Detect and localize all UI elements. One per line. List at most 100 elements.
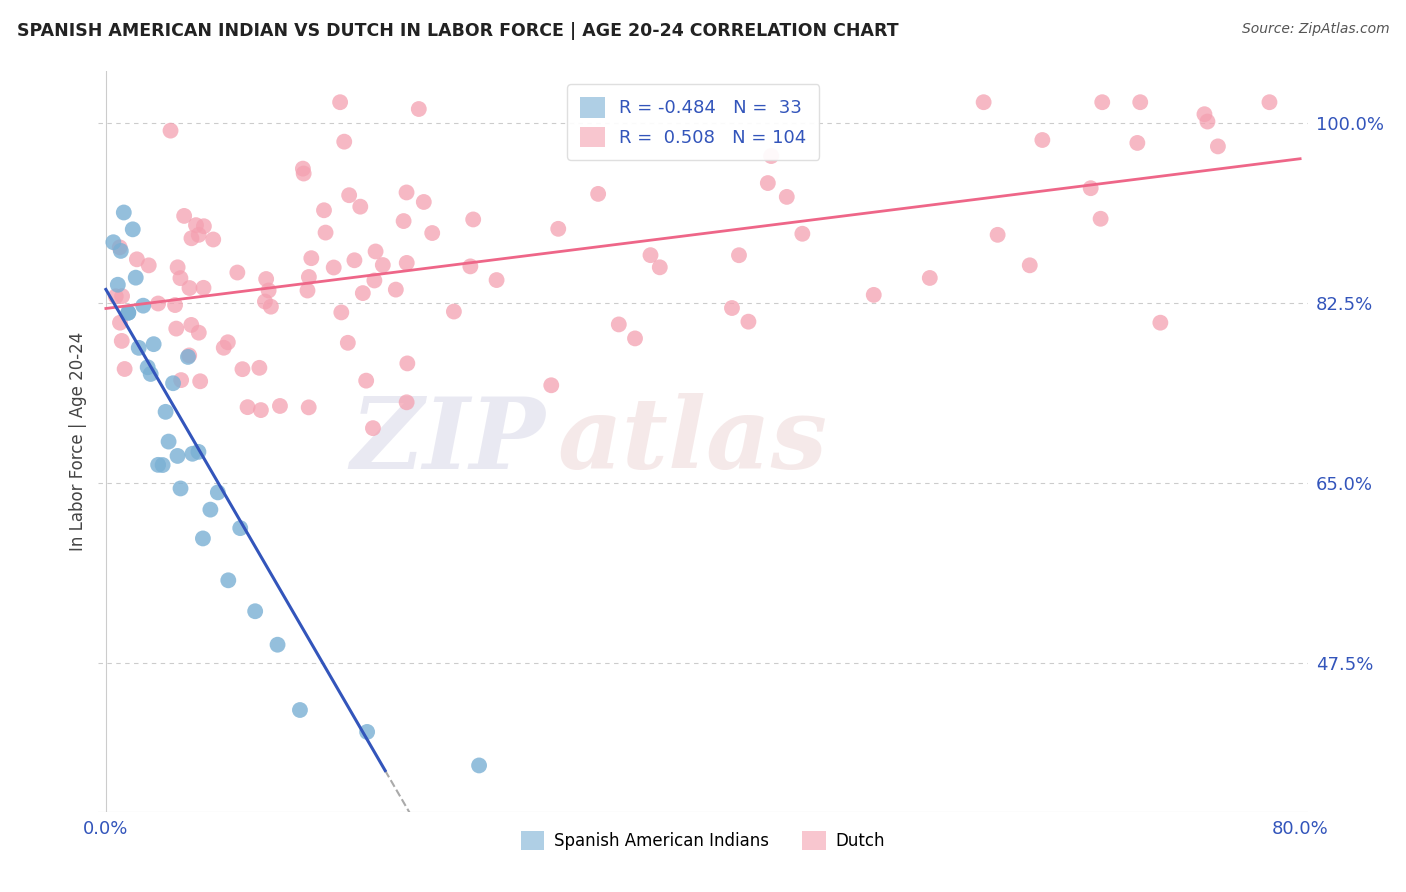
Point <box>330 305 353 319</box>
Point <box>200 502 222 516</box>
Point <box>364 244 387 259</box>
Point <box>226 266 249 280</box>
Point <box>125 270 148 285</box>
Point <box>792 227 814 241</box>
Point <box>292 167 315 181</box>
Point <box>1149 316 1171 330</box>
Point <box>257 284 280 298</box>
Point <box>420 226 443 240</box>
Y-axis label: In Labor Force | Age 20-24: In Labor Force | Age 20-24 <box>69 332 87 551</box>
Point <box>547 222 569 236</box>
Point <box>117 306 139 320</box>
Point <box>247 360 270 375</box>
Point <box>250 403 273 417</box>
Point <box>107 277 129 292</box>
Point <box>202 232 225 246</box>
Point <box>1129 95 1152 110</box>
Point <box>111 289 134 303</box>
Point <box>229 521 252 535</box>
Point <box>128 341 150 355</box>
Point <box>756 176 779 190</box>
Point <box>1194 107 1216 121</box>
Point <box>193 219 215 234</box>
Point <box>298 270 321 285</box>
Point <box>322 260 344 275</box>
Point <box>104 289 127 303</box>
Point <box>361 421 384 435</box>
Point <box>443 304 465 318</box>
Point <box>159 123 181 137</box>
Point <box>1031 133 1053 147</box>
Point <box>173 209 195 223</box>
Point <box>152 458 174 472</box>
Point <box>108 240 131 254</box>
Point <box>165 298 187 312</box>
Point <box>468 758 491 772</box>
Point <box>231 362 253 376</box>
Point <box>385 283 408 297</box>
Point <box>193 281 215 295</box>
Point <box>266 638 288 652</box>
Point <box>187 227 209 242</box>
Point <box>343 253 366 268</box>
Point <box>728 248 751 262</box>
Point <box>236 400 259 414</box>
Point <box>460 260 482 274</box>
Point <box>207 485 229 500</box>
Text: Source: ZipAtlas.com: Source: ZipAtlas.com <box>1241 22 1389 37</box>
Point <box>463 212 485 227</box>
Point <box>111 334 134 348</box>
Point <box>918 271 941 285</box>
Point <box>103 235 125 250</box>
Point <box>349 200 371 214</box>
Point <box>269 399 291 413</box>
Point <box>1091 95 1114 110</box>
Point <box>371 258 394 272</box>
Point <box>188 374 211 388</box>
Point <box>640 248 662 262</box>
Point <box>166 260 188 275</box>
Point <box>180 318 202 332</box>
Point <box>624 331 647 345</box>
Point <box>243 604 266 618</box>
Point <box>217 574 239 588</box>
Point <box>354 374 377 388</box>
Text: ZIP: ZIP <box>352 393 546 490</box>
Point <box>1018 258 1040 272</box>
Point <box>260 300 283 314</box>
Point <box>169 271 191 285</box>
Point <box>485 273 508 287</box>
Point <box>333 135 356 149</box>
Point <box>987 227 1010 242</box>
Point <box>540 378 562 392</box>
Point <box>165 321 187 335</box>
Point <box>412 194 434 209</box>
Point <box>114 362 136 376</box>
Point <box>336 335 359 350</box>
Point <box>297 284 319 298</box>
Point <box>973 95 995 110</box>
Point <box>291 161 314 176</box>
Point <box>586 186 609 201</box>
Point <box>181 447 204 461</box>
Point <box>170 373 193 387</box>
Point <box>607 318 630 332</box>
Point <box>253 294 276 309</box>
Point <box>408 102 430 116</box>
Point <box>169 482 191 496</box>
Point <box>1126 136 1149 150</box>
Point <box>110 244 132 258</box>
Point <box>315 226 337 240</box>
Point <box>125 252 148 267</box>
Point <box>184 218 207 232</box>
Point <box>356 725 378 739</box>
Point <box>112 205 135 219</box>
Point <box>138 258 160 272</box>
Point <box>187 445 209 459</box>
Point <box>1090 211 1112 226</box>
Point <box>146 296 169 310</box>
Point <box>396 356 419 370</box>
Point <box>254 272 277 286</box>
Point <box>146 458 169 472</box>
Point <box>737 315 759 329</box>
